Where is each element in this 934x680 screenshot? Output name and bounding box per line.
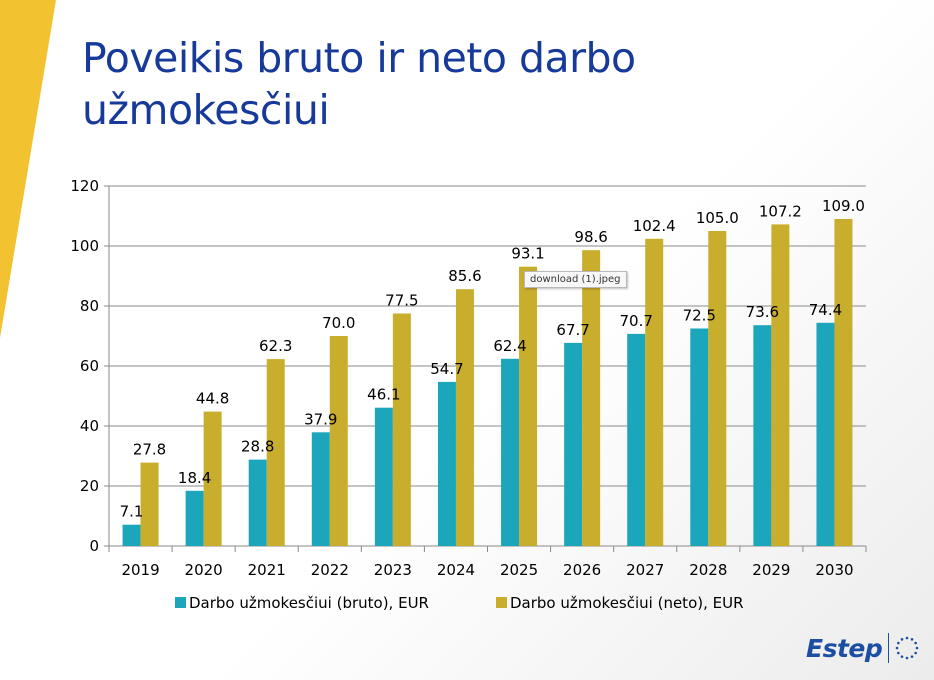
bar-bruto xyxy=(627,333,646,546)
y-tick-label: 60 xyxy=(80,357,99,375)
bar-neto xyxy=(203,411,222,546)
x-tick-label: 2028 xyxy=(689,561,727,579)
data-label-neto: 107.2 xyxy=(759,202,802,220)
y-tick-label: 120 xyxy=(70,177,99,195)
data-label-neto: 105.0 xyxy=(696,209,739,227)
bar-bruto xyxy=(690,328,709,546)
bar-neto xyxy=(519,266,538,546)
star-dot xyxy=(895,646,899,650)
chart-bars xyxy=(122,219,853,547)
bar-bruto xyxy=(437,381,456,546)
star-dot xyxy=(897,651,900,655)
chart-axes xyxy=(104,185,867,552)
legend-swatch-bruto xyxy=(175,597,186,608)
star-dot xyxy=(900,638,904,641)
bar-neto xyxy=(266,359,285,546)
yellow-accent-shape xyxy=(0,0,56,338)
page-title-line-1: Poveikis bruto ir neto darbo xyxy=(82,34,636,82)
bar-bruto xyxy=(374,407,393,546)
x-tick-label: 2030 xyxy=(815,561,853,579)
bar-bruto xyxy=(753,325,772,546)
data-label-bruto: 70.7 xyxy=(620,312,653,330)
x-tick-label: 2020 xyxy=(185,561,223,579)
data-label-neto: 70.0 xyxy=(322,314,355,332)
x-tick-label: 2019 xyxy=(121,561,159,579)
star-dot xyxy=(910,655,914,658)
y-tick-label: 100 xyxy=(70,237,99,255)
legend-swatch-neto xyxy=(496,597,507,608)
bar-bruto xyxy=(501,358,520,546)
page-title-line-2: užmokesčiui xyxy=(82,86,330,134)
bar-bruto xyxy=(122,524,141,546)
data-label-neto: 27.8 xyxy=(133,441,166,459)
estep-logo: Estep xyxy=(806,628,920,668)
chart-legend: Darbo užmokesčiui (bruto), EUR Darbo užm… xyxy=(175,594,744,612)
bar-neto xyxy=(645,238,664,547)
data-label-bruto: 73.6 xyxy=(746,303,779,321)
chart-gridlines xyxy=(109,185,866,487)
eu-stars-icon xyxy=(895,636,919,660)
star-dot xyxy=(897,641,900,645)
data-label-bruto: 62.4 xyxy=(493,337,526,355)
bar-neto xyxy=(455,289,474,546)
y-tick-label: 80 xyxy=(80,297,99,315)
data-label-neto: 85.6 xyxy=(448,267,481,285)
x-tick-label: 2022 xyxy=(311,561,349,579)
x-tick-label: 2029 xyxy=(752,561,790,579)
chart-data-labels: 7.1 27.8 18.4 44.8 28.8 62.3 37.9 70.0 46.1 77.5 5… xyxy=(120,197,865,521)
x-tick-label: 2023 xyxy=(374,561,412,579)
bar-neto xyxy=(834,219,853,546)
data-label-neto: 109.0 xyxy=(822,197,865,215)
star-dot xyxy=(905,636,909,640)
data-label-neto: 44.8 xyxy=(196,390,229,408)
data-label-bruto: 74.4 xyxy=(809,301,842,319)
bar-neto xyxy=(771,224,790,546)
y-tick-label: 20 xyxy=(80,477,99,495)
bar-neto xyxy=(329,336,348,546)
legend-label-bruto: Darbo užmokesčiui (bruto), EUR xyxy=(189,594,429,612)
data-label-neto: 98.6 xyxy=(574,228,607,246)
x-tick-label: 2025 xyxy=(500,561,538,579)
data-label-bruto: 67.7 xyxy=(556,321,589,339)
bar-neto xyxy=(582,250,601,546)
file-tooltip: download (1).jpeg xyxy=(524,271,627,288)
x-tick-label: 2027 xyxy=(626,561,664,579)
bar-bruto xyxy=(248,459,267,546)
y-tick-label: 40 xyxy=(80,417,99,435)
data-label-neto: 77.5 xyxy=(385,292,418,310)
star-dot xyxy=(905,656,909,660)
data-label-bruto: 72.5 xyxy=(683,307,716,325)
data-label-neto: 102.4 xyxy=(633,217,676,235)
y-tick-label: 0 xyxy=(89,537,99,555)
data-label-bruto: 46.1 xyxy=(367,386,400,404)
data-label-bruto: 54.7 xyxy=(430,360,463,378)
bar-bruto xyxy=(311,432,330,546)
bar-neto xyxy=(708,231,727,546)
bar-bruto xyxy=(816,322,835,546)
star-dot xyxy=(900,655,904,658)
x-tick-label: 2021 xyxy=(248,561,286,579)
x-tick-label: 2026 xyxy=(563,561,601,579)
data-label-bruto: 7.1 xyxy=(120,503,144,521)
data-label-bruto: 28.8 xyxy=(241,438,274,456)
star-dot xyxy=(914,641,918,645)
legend-label-neto: Darbo užmokesčiui (neto), EUR xyxy=(510,594,744,612)
logo-text: Estep xyxy=(806,633,883,663)
bar-neto xyxy=(140,462,159,546)
star-dot xyxy=(915,646,919,650)
data-label-bruto: 18.4 xyxy=(178,469,211,487)
data-label-bruto: 37.9 xyxy=(304,410,337,428)
x-tick-label: 2024 xyxy=(437,561,475,579)
logo-divider xyxy=(888,633,890,663)
bar-neto xyxy=(392,313,411,546)
chart-tick-labels: 0 20 40 60 80 100 120 2019 2020 2021 2022 2023 2024 2… xyxy=(70,177,853,579)
star-dot xyxy=(914,651,918,655)
star-dot xyxy=(910,638,914,641)
data-label-neto: 62.3 xyxy=(259,337,292,355)
bar-bruto xyxy=(185,490,204,546)
bar-bruto xyxy=(564,342,583,546)
data-label-neto: 93.1 xyxy=(511,245,544,263)
